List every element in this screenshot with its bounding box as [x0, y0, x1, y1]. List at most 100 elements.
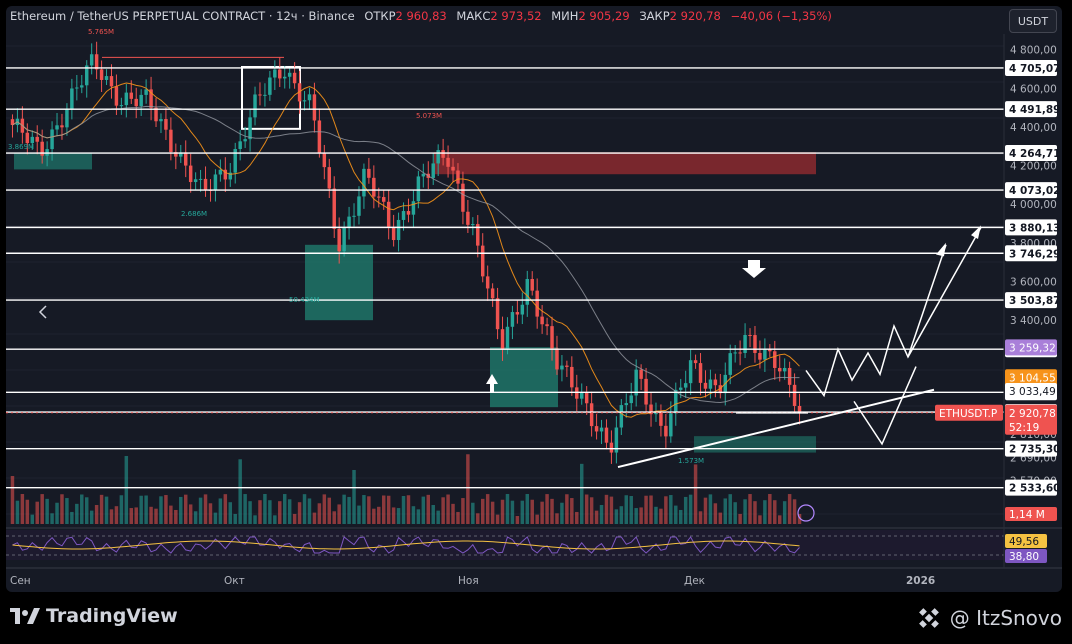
candle-body	[505, 326, 510, 349]
candle-body	[579, 392, 584, 399]
volume-bar	[555, 513, 559, 524]
price-chart[interactable]: 5.765M 5.073M 3.869M 2.686M 50.434M 1.573M 4 8…	[6, 6, 1062, 592]
candle-body	[792, 384, 797, 406]
volume-bar	[525, 494, 530, 524]
candle-body	[218, 169, 223, 175]
candle-body	[550, 326, 554, 349]
level-badge-label: 4 491,89	[1009, 104, 1060, 116]
level-badge	[1005, 479, 1057, 496]
candle-body	[347, 216, 351, 228]
volume-bar	[243, 494, 247, 524]
candle-body	[342, 227, 346, 252]
low-value: 2 905,29	[578, 9, 630, 23]
candle-body	[55, 125, 59, 130]
volume-bar	[609, 496, 614, 524]
level-badge-label: 4 705,07	[1009, 63, 1060, 75]
candle-body	[669, 413, 673, 437]
binance-square-icon	[918, 608, 939, 628]
candle-body	[698, 363, 703, 383]
candle-body	[555, 348, 559, 370]
brand-name: TradingView	[46, 605, 178, 627]
change-value: −40,06 (−1,35%)	[730, 9, 832, 23]
volume-bar	[451, 503, 455, 524]
candle-body	[203, 178, 208, 190]
volume-bar	[65, 498, 69, 524]
volume-bar	[659, 508, 663, 524]
symbol-title[interactable]: Ethereum / TetherUS PERPETUAL CONTRACT ·…	[10, 9, 355, 23]
candle-body	[515, 312, 520, 315]
candle-body	[703, 382, 708, 389]
volume-bar	[768, 494, 772, 524]
candle-body	[708, 379, 713, 389]
rsi-ma-badge	[1005, 534, 1047, 548]
level-badge-label: 4 073,02	[1009, 185, 1060, 197]
candle-body	[312, 94, 317, 121]
candle-body	[10, 119, 15, 125]
volume-bar	[193, 511, 198, 524]
volume-bar	[466, 454, 470, 524]
candle-body	[193, 179, 198, 183]
candle-body	[659, 411, 663, 426]
candle-body	[733, 352, 737, 354]
symbol-header: Ethereum / TetherUS PERPETUAL CONTRACT ·…	[10, 9, 832, 23]
high-label: МАКС	[456, 9, 491, 23]
open-label: ОТКР	[364, 9, 396, 23]
candle-body	[258, 94, 262, 96]
volume-bar	[723, 498, 728, 524]
volume-bar	[748, 494, 752, 524]
low-label: МИН	[551, 9, 579, 23]
volume-bar	[604, 494, 609, 524]
volume-bar	[208, 503, 213, 524]
volume-bar	[139, 495, 143, 524]
volume-bar	[753, 501, 757, 524]
candle-body	[337, 228, 341, 252]
scroll-left-icon[interactable]	[38, 305, 47, 319]
candle-body	[510, 312, 515, 327]
tradingview-logo[interactable]: TradingView	[10, 605, 178, 627]
author-name: @ ItzSnovo	[949, 606, 1062, 630]
volume-bar	[436, 510, 440, 524]
projection-arrowhead	[971, 225, 981, 240]
candle-body	[372, 177, 376, 197]
candle-body	[65, 109, 69, 128]
candle-body	[381, 197, 386, 202]
candle-body	[421, 173, 426, 177]
volume-bar	[372, 508, 376, 524]
currency-button[interactable]: USDT	[1009, 9, 1057, 33]
candle-body	[70, 88, 74, 110]
volume-bar	[396, 508, 401, 524]
volume-bar	[362, 495, 366, 524]
chart-panel[interactable]: 5.765M 5.073M 3.869M 2.686M 50.434M 1.573M 4 8…	[6, 6, 1062, 592]
candle-body	[278, 69, 282, 79]
candle-body	[84, 65, 89, 86]
price-tick-label: 4 600,00	[1010, 83, 1057, 95]
candle-body	[401, 211, 406, 220]
candle-body	[238, 141, 242, 149]
candle-body	[169, 129, 173, 153]
indicator-icon[interactable]	[797, 504, 815, 522]
candle-body	[273, 69, 277, 78]
candle-body	[664, 425, 668, 437]
current-price-badge	[1005, 404, 1057, 435]
candle-body	[223, 169, 228, 180]
close-value: 2 920,78	[669, 9, 721, 23]
candle-body	[713, 379, 718, 386]
volume-bar	[476, 513, 480, 524]
candle-body	[436, 150, 440, 164]
candle-body	[748, 335, 752, 337]
candle-body	[322, 152, 327, 168]
candle-body	[530, 279, 534, 291]
volume-bar	[758, 515, 762, 524]
volume-bar	[733, 502, 737, 524]
volume-bar	[654, 506, 658, 524]
candle-body	[728, 353, 732, 375]
volume-bar	[30, 514, 35, 524]
volume-bar	[35, 501, 39, 524]
candle-body	[248, 117, 252, 140]
candle-body	[297, 83, 302, 102]
volume-bar	[248, 501, 252, 524]
down-arrow-icon	[742, 260, 766, 278]
price-tick-label: 4 000,00	[1010, 199, 1057, 211]
rsi-line	[12, 536, 800, 554]
